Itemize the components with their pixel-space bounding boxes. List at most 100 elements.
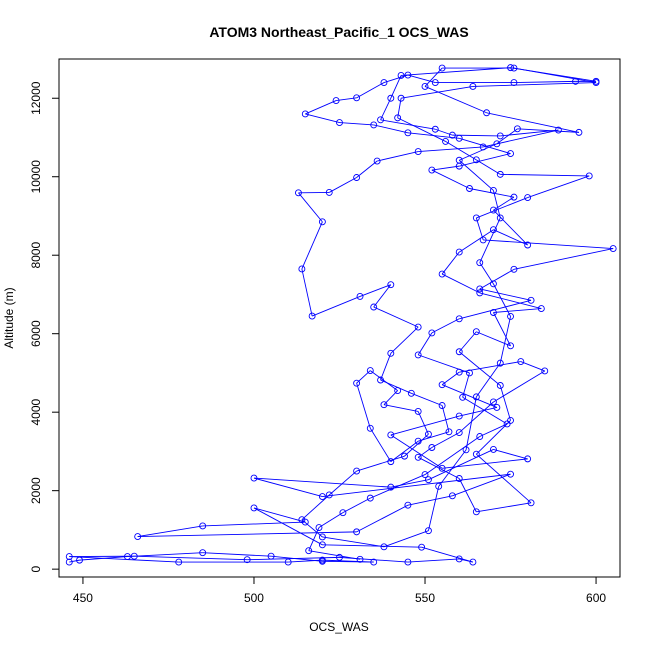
data-point xyxy=(267,552,275,560)
series-segment xyxy=(424,86,487,114)
data-point xyxy=(469,83,477,90)
series-segment xyxy=(383,530,429,548)
data-point xyxy=(455,429,463,437)
series-segment xyxy=(380,98,392,121)
data-point xyxy=(366,424,374,432)
series-segment xyxy=(301,494,330,521)
series-segment xyxy=(253,507,323,546)
series-segment xyxy=(329,177,357,193)
series-segment xyxy=(397,117,446,142)
series-segment xyxy=(370,474,426,499)
series-segment xyxy=(322,559,374,563)
series-segment xyxy=(380,119,436,130)
series-segment xyxy=(445,141,477,161)
y-tick-label: 4000 xyxy=(29,399,43,426)
data-point xyxy=(366,494,374,502)
series-segment xyxy=(452,473,511,497)
series-segment xyxy=(428,449,494,481)
series-segment xyxy=(417,447,433,458)
data-point xyxy=(527,296,535,304)
data-point xyxy=(472,450,480,458)
data-point xyxy=(466,369,473,377)
data-point xyxy=(503,420,511,428)
data-point xyxy=(370,303,378,311)
series-segment xyxy=(493,283,511,317)
series-segment xyxy=(513,67,597,83)
series-segment xyxy=(253,507,306,523)
y-tick-label: 6000 xyxy=(29,320,43,347)
data-point xyxy=(507,64,514,72)
series-segment xyxy=(322,544,422,548)
data-point xyxy=(585,172,593,180)
data-point xyxy=(356,292,364,300)
data-point xyxy=(318,493,326,501)
series-segment xyxy=(373,306,419,328)
data-point xyxy=(469,558,477,566)
series-segment xyxy=(442,458,528,469)
data-point xyxy=(438,64,446,72)
data-point xyxy=(366,367,374,375)
data-point xyxy=(472,508,480,516)
data-point xyxy=(472,156,480,164)
data-point xyxy=(510,64,518,72)
data-point xyxy=(356,555,364,563)
data-point xyxy=(199,522,207,530)
series-segment xyxy=(308,527,320,551)
data-point xyxy=(301,518,309,526)
data-point xyxy=(455,412,463,420)
data-point xyxy=(609,245,617,252)
data-point xyxy=(507,470,514,478)
series-segment xyxy=(441,384,498,408)
series-segment xyxy=(483,239,614,249)
series-segment xyxy=(253,477,391,488)
series-segment xyxy=(301,221,323,270)
y-tick-label: 12000 xyxy=(29,81,43,115)
series-segment xyxy=(476,420,511,455)
data-point xyxy=(134,533,142,541)
series-segment xyxy=(417,411,429,435)
series-segment xyxy=(476,159,501,175)
data-point xyxy=(572,77,579,85)
data-point xyxy=(301,110,309,118)
data-point xyxy=(414,437,422,445)
series-segment xyxy=(493,196,515,211)
data-point xyxy=(318,541,326,549)
data-point xyxy=(387,483,395,491)
series-segment xyxy=(479,262,494,285)
data-point xyxy=(394,387,402,395)
series-segment xyxy=(417,332,433,356)
data-point xyxy=(476,259,484,267)
data-point xyxy=(489,398,497,406)
data-point xyxy=(65,553,73,561)
data-point xyxy=(489,187,497,194)
series-segment xyxy=(407,558,460,563)
data-point xyxy=(298,265,306,273)
data-point xyxy=(421,471,429,479)
series-segment xyxy=(441,405,450,432)
data-point xyxy=(318,218,326,226)
data-point xyxy=(476,433,484,440)
series-segment xyxy=(356,455,405,472)
series-segment xyxy=(458,401,494,433)
data-point xyxy=(305,547,313,555)
data-point xyxy=(370,558,378,566)
data-point xyxy=(414,351,422,359)
data-point xyxy=(493,140,501,148)
data-point xyxy=(250,474,258,482)
data-point xyxy=(318,556,326,564)
series-segment xyxy=(462,372,470,398)
data-point xyxy=(397,94,405,102)
data-point xyxy=(489,309,497,316)
series-segment xyxy=(458,351,501,386)
series-segment xyxy=(493,370,545,403)
data-point xyxy=(424,476,432,484)
data-point xyxy=(298,516,306,524)
data-point xyxy=(424,430,432,438)
series-segment xyxy=(383,404,419,412)
data-point xyxy=(76,556,83,564)
data-point xyxy=(448,492,456,500)
series-segment xyxy=(458,159,494,191)
series-segment xyxy=(458,229,494,253)
data-point xyxy=(438,270,446,278)
series-segment xyxy=(441,251,460,275)
